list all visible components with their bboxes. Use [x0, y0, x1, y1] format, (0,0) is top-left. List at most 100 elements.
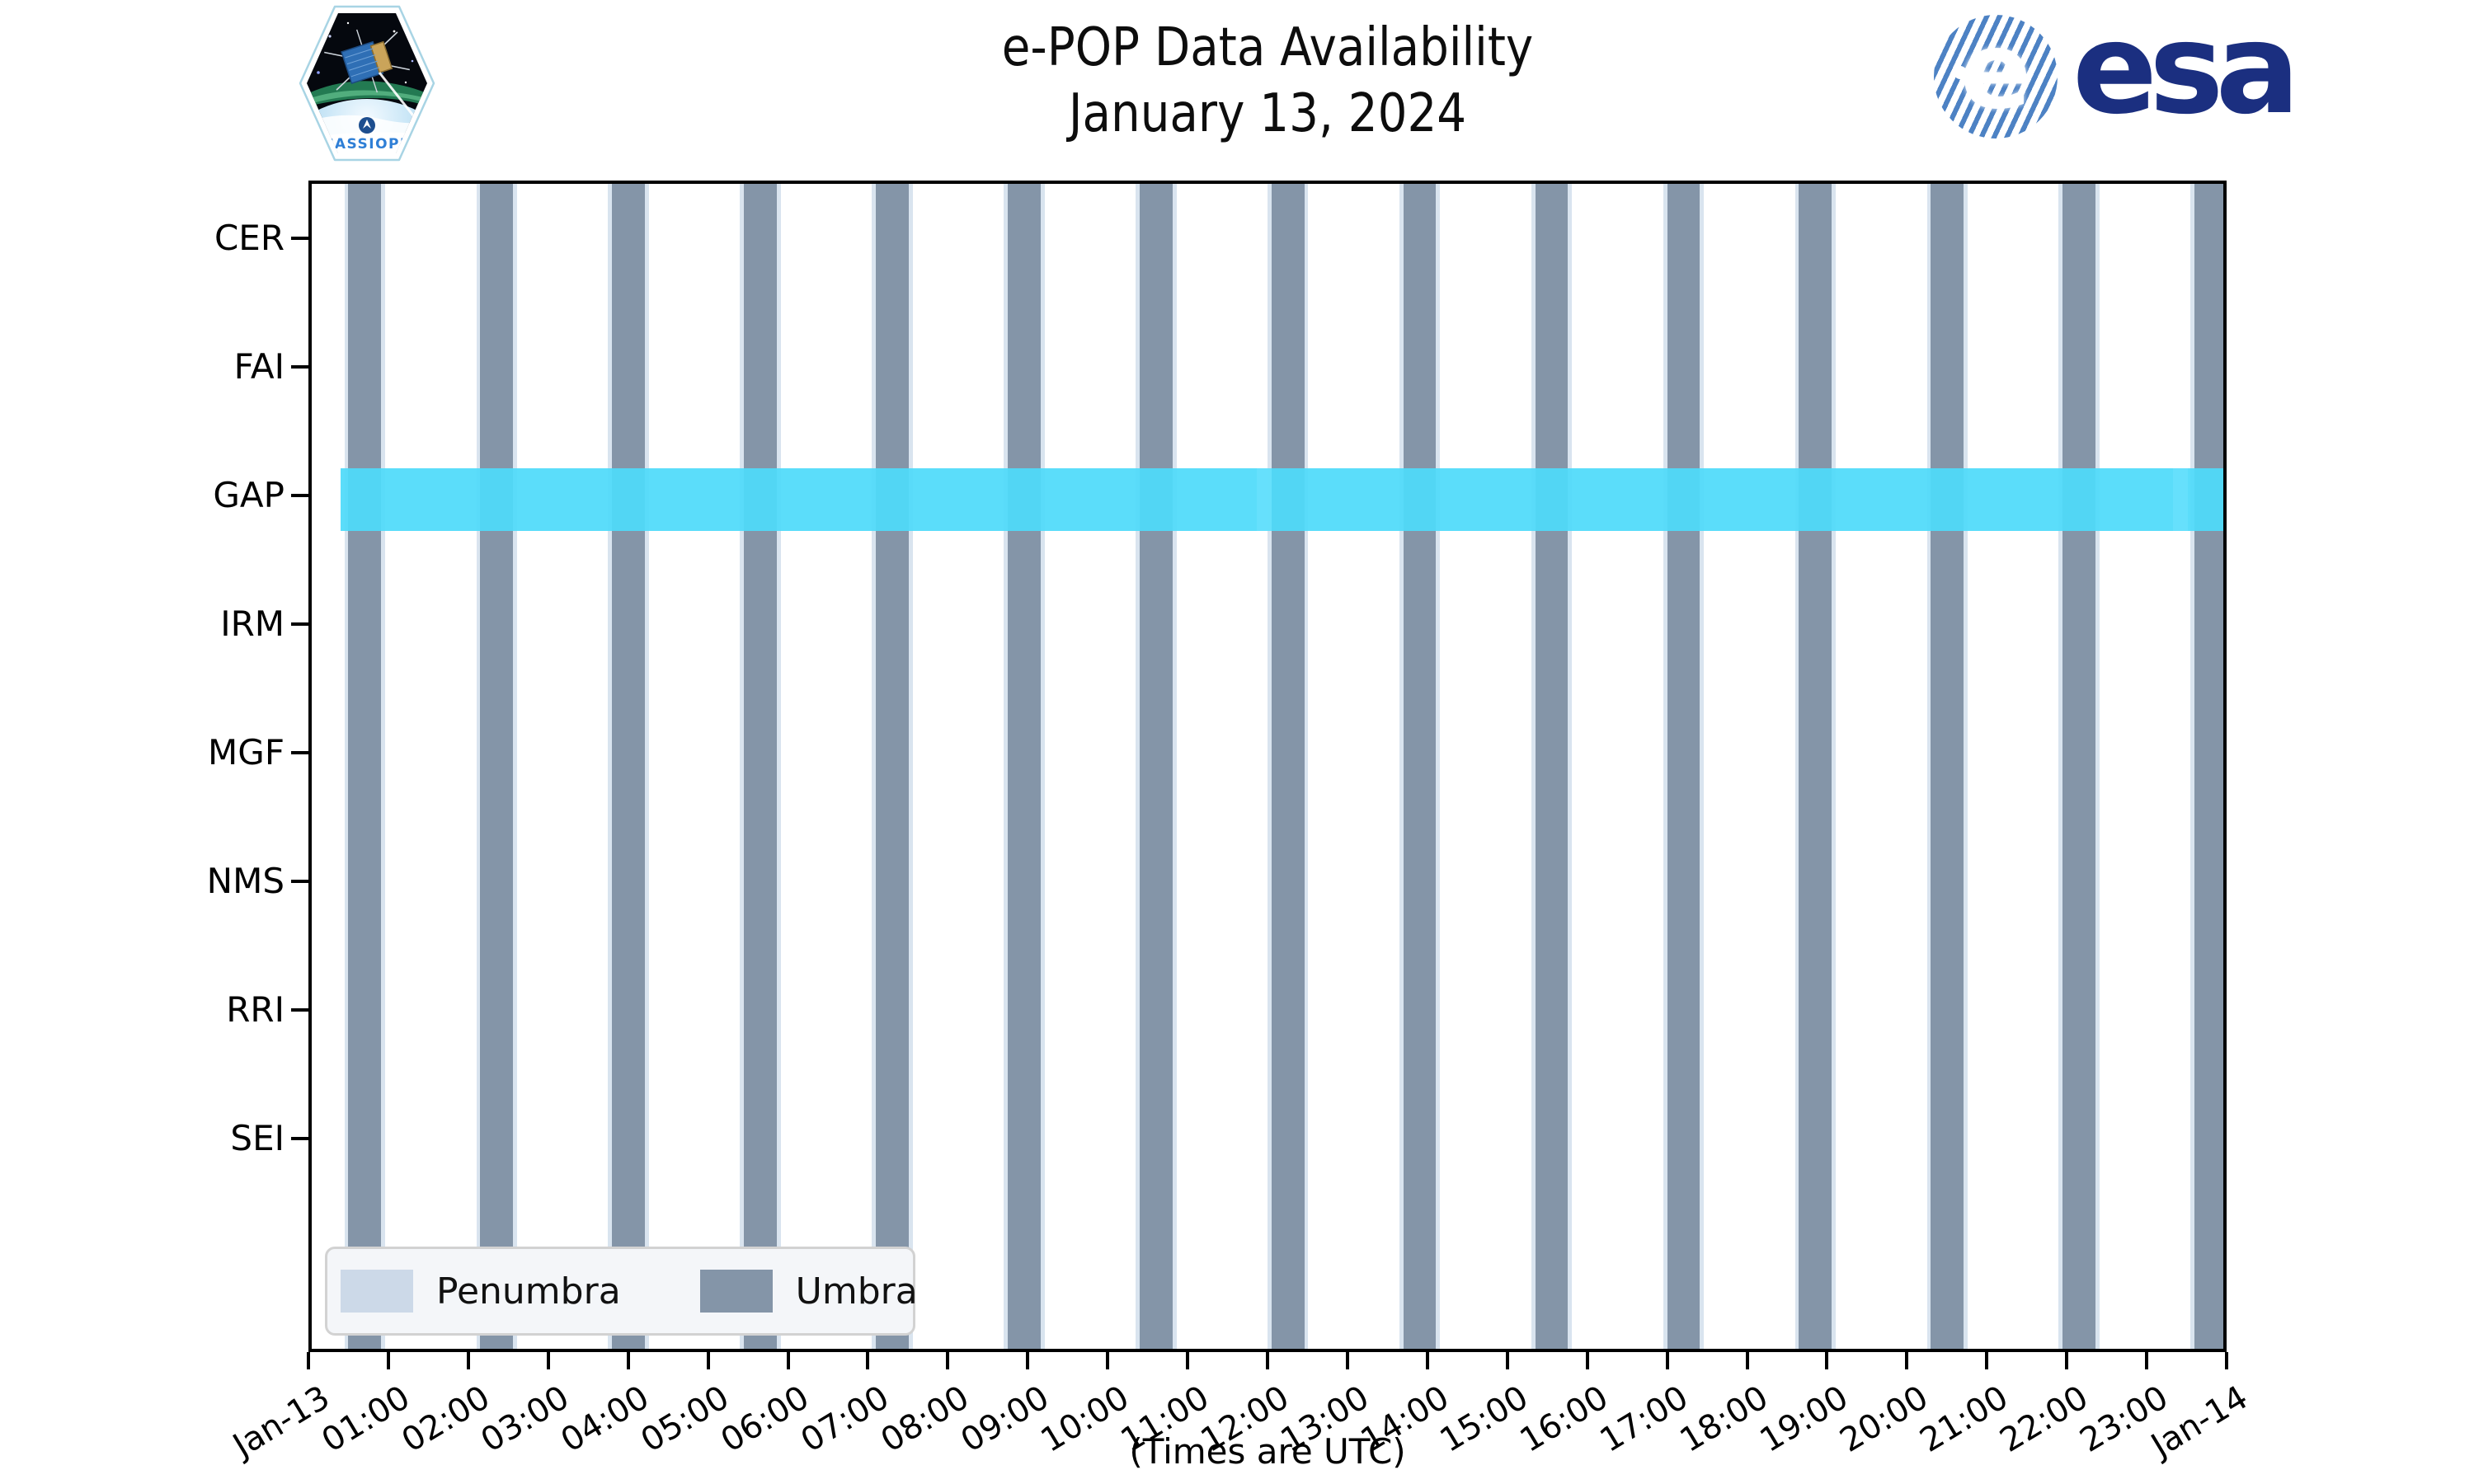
- y-tick-mark-mgf: [291, 751, 308, 754]
- umbra-interval: [2194, 184, 2223, 1349]
- gap-segment-seam: [2172, 468, 2188, 531]
- x-tick-label-1: 01:00: [315, 1378, 416, 1460]
- x-tick-label-17: 17:00: [1593, 1378, 1696, 1460]
- x-tick-label-8: 08:00: [874, 1378, 976, 1460]
- x-tick-mark-24: [2225, 1352, 2228, 1369]
- esa-globe-icon: e: [1934, 15, 2058, 139]
- x-tick-label-18: 18:00: [1673, 1378, 1776, 1460]
- x-tick-mark-15: [1505, 1352, 1509, 1369]
- esa-globe-dot: [1954, 66, 1967, 79]
- x-tick-label-21: 21:00: [1913, 1378, 2015, 1460]
- y-tick-label-fai: FAI: [233, 346, 285, 387]
- gap-availability-bar: [2180, 468, 2223, 531]
- umbra-interval: [348, 184, 382, 1349]
- umbra-interval: [1139, 184, 1173, 1349]
- y-tick-label-gap: GAP: [213, 475, 285, 515]
- y-tick-label-nms: NMS: [206, 861, 285, 901]
- umbra-interval: [1403, 184, 1437, 1349]
- umbra-interval: [1667, 184, 1700, 1349]
- y-tick-mark-gap: [291, 494, 308, 497]
- y-tick-label-mgf: MGF: [208, 732, 285, 773]
- y-tick-label-irm: IRM: [220, 603, 285, 644]
- x-tick-mark-0: [307, 1352, 310, 1369]
- umbra-interval: [1271, 184, 1305, 1349]
- y-tick-mark-irm: [291, 622, 308, 626]
- legend-item-penumbra: Penumbra: [327, 1270, 621, 1313]
- x-tick-label-5: 05:00: [634, 1378, 736, 1460]
- umbra-interval: [1799, 184, 1832, 1349]
- x-tick-mark-21: [1985, 1352, 1989, 1369]
- x-tick-mark-7: [866, 1352, 870, 1369]
- x-tick-label-3: 03:00: [474, 1378, 576, 1460]
- x-axis-caption: (Times are UTC): [1129, 1431, 1406, 1472]
- x-tick-mark-19: [1825, 1352, 1829, 1369]
- x-tick-mark-13: [1345, 1352, 1349, 1369]
- legend-item-umbra: Umbra: [687, 1270, 918, 1313]
- gap-availability-layer: [312, 184, 2223, 1349]
- esa-globe-letter: e: [1959, 15, 2032, 133]
- x-tick-mark-9: [1026, 1352, 1030, 1369]
- gap-availability-bar: [1265, 468, 2181, 531]
- x-tick-mark-16: [1585, 1352, 1589, 1369]
- esa-wordmark: esa: [2072, 0, 2300, 142]
- x-tick-mark-2: [466, 1352, 470, 1369]
- umbra-interval: [612, 184, 646, 1349]
- x-tick-mark-6: [786, 1352, 790, 1369]
- x-tick-mark-10: [1106, 1352, 1110, 1369]
- x-tick-mark-18: [1745, 1352, 1749, 1369]
- patch-satellite: [324, 29, 410, 93]
- chart-title: e-POP Data Availability January 13, 2024: [1002, 15, 1533, 147]
- chart-title-line2: January 13, 2024: [1068, 83, 1467, 144]
- x-tick-label-19: 19:00: [1753, 1378, 1856, 1460]
- x-tick-label-15: 15:00: [1433, 1378, 1536, 1460]
- esa-logo: e esa: [1934, 0, 2300, 142]
- umbra-interval: [876, 184, 909, 1349]
- x-tick-label-22: 22:00: [1993, 1378, 2095, 1460]
- y-tick-mark-fai: [291, 365, 308, 369]
- y-tick-label-rri: RRI: [226, 989, 285, 1030]
- legend-label-umbra: Umbra: [795, 1270, 918, 1313]
- x-tick-mark-22: [2065, 1352, 2069, 1369]
- umbra-interval: [2062, 184, 2096, 1349]
- x-tick-label-10: 10:00: [1034, 1378, 1136, 1460]
- x-tick-label-2: 02:00: [395, 1378, 496, 1460]
- y-tick-mark-rri: [291, 1008, 308, 1012]
- patch-cassiope-label: CASSIOPE: [323, 136, 411, 153]
- legend-swatch-penumbra: [341, 1270, 413, 1313]
- umbra-interval: [1535, 184, 1569, 1349]
- x-tick-mark-1: [386, 1352, 390, 1369]
- x-tick-mark-3: [546, 1352, 550, 1369]
- x-tick-label-9: 09:00: [954, 1378, 1056, 1460]
- x-tick-mark-11: [1186, 1352, 1190, 1369]
- y-tick-mark-cer: [291, 237, 308, 240]
- y-tick-mark-sei: [291, 1137, 308, 1140]
- x-tick-mark-8: [946, 1352, 950, 1369]
- y-tick-label-cer: CER: [214, 218, 285, 258]
- x-tick-mark-17: [1665, 1352, 1669, 1369]
- plot-area: [308, 181, 2227, 1352]
- gap-availability-bar: [340, 468, 1266, 531]
- x-tick-label-4: 04:00: [554, 1378, 656, 1460]
- legend: Penumbra Umbra: [325, 1247, 918, 1336]
- x-tick-mark-12: [1266, 1352, 1269, 1369]
- legend-swatch-umbra: [699, 1270, 773, 1313]
- x-tick-mark-4: [626, 1352, 630, 1369]
- y-tick-mark-nms: [291, 880, 308, 883]
- chart-title-line1: e-POP Data Availability: [1001, 17, 1534, 78]
- x-tick-label-6: 06:00: [714, 1378, 816, 1460]
- x-tick-label-16: 16:00: [1513, 1378, 1616, 1460]
- gap-segment-seam: [1257, 468, 1272, 531]
- x-tick-label-7: 07:00: [794, 1378, 896, 1460]
- umbra-interval: [744, 184, 777, 1349]
- legend-label-penumbra: Penumbra: [436, 1270, 621, 1313]
- x-tick-mark-23: [2145, 1352, 2149, 1369]
- umbra-interval: [1931, 184, 1964, 1349]
- umbra-interval: [480, 184, 514, 1349]
- cassiope-mission-patch: CASSIOPE: [299, 5, 435, 162]
- x-tick-mark-20: [1905, 1352, 1909, 1369]
- eclipse-bars-layer: [312, 184, 2223, 1349]
- x-tick-label-20: 20:00: [1833, 1378, 1935, 1460]
- x-tick-mark-14: [1425, 1352, 1429, 1369]
- umbra-interval: [1008, 184, 1041, 1349]
